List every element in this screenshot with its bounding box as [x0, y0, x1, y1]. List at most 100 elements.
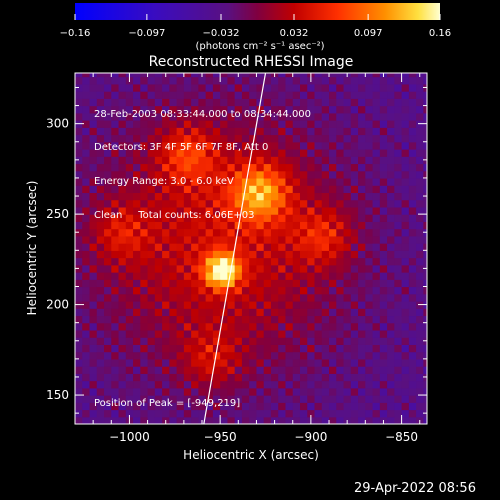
image-pixel — [423, 134, 427, 143]
image-pixel — [227, 402, 236, 411]
image-pixel — [89, 206, 98, 215]
image-pixel — [358, 163, 366, 172]
image-pixel — [169, 250, 178, 259]
image-pixel — [379, 250, 388, 259]
image-pixel — [111, 199, 120, 208]
image-pixel — [365, 163, 374, 172]
image-pixel — [234, 286, 243, 295]
image-pixel — [75, 185, 83, 194]
image-pixel — [183, 105, 192, 114]
image-pixel — [249, 315, 258, 324]
image-pixel — [169, 206, 178, 215]
image-pixel — [285, 192, 294, 201]
image-pixel — [387, 395, 395, 403]
image-pixel — [183, 395, 192, 403]
image-pixel — [394, 177, 403, 186]
image-pixel — [321, 134, 330, 143]
image-pixel — [329, 112, 337, 121]
image-pixel — [299, 206, 308, 215]
image-pixel — [191, 105, 199, 114]
image-pixel — [104, 163, 112, 172]
image-pixel — [133, 409, 141, 418]
image-pixel — [329, 83, 337, 92]
image-pixel — [263, 344, 272, 353]
image-pixel — [241, 120, 250, 128]
image-pixel — [82, 228, 91, 237]
image-pixel — [198, 185, 207, 194]
image-pixel — [191, 272, 199, 280]
image-pixel — [256, 73, 265, 78]
image-pixel — [241, 358, 250, 367]
image-pixel — [358, 206, 366, 215]
image-pixel — [416, 351, 424, 360]
image-pixel — [96, 308, 105, 317]
image-pixel — [220, 228, 229, 237]
image-pixel — [147, 206, 156, 215]
image-pixel — [372, 264, 381, 273]
image-pixel — [220, 199, 229, 208]
image-pixel — [133, 322, 141, 331]
image-pixel — [205, 76, 214, 85]
image-pixel — [249, 409, 258, 418]
image-pixel — [249, 387, 258, 396]
image-pixel — [96, 235, 105, 244]
image-pixel — [256, 395, 265, 403]
image-pixel — [416, 76, 424, 85]
image-pixel — [292, 373, 301, 382]
image-pixel — [147, 192, 156, 201]
image-pixel — [299, 170, 308, 179]
image-pixel — [75, 416, 83, 424]
image-pixel — [256, 141, 265, 150]
image-pixel — [278, 264, 287, 273]
image-pixel — [314, 272, 323, 280]
image-pixel — [387, 76, 395, 85]
image-pixel — [82, 199, 91, 208]
image-pixel — [278, 272, 287, 280]
image-pixel — [408, 250, 417, 259]
image-pixel — [234, 300, 243, 309]
image-pixel — [176, 366, 185, 374]
colorbar-tick-label: 0.097 — [354, 28, 383, 39]
image-pixel — [263, 76, 272, 85]
image-pixel — [285, 206, 294, 215]
image-pixel — [89, 315, 98, 324]
image-pixel — [314, 337, 323, 345]
colorbar-ticks: −0.16 −0.097 −0.032 0.032 0.097 0.16 — [60, 14, 451, 39]
image-pixel — [379, 127, 388, 136]
image-pixel — [104, 387, 112, 396]
image-pixel — [75, 105, 83, 114]
image-pixel — [278, 120, 287, 128]
image-pixel — [249, 395, 258, 403]
image-pixel — [212, 120, 221, 128]
image-pixel — [140, 351, 149, 360]
image-pixel — [227, 344, 236, 353]
image-pixel — [176, 416, 185, 424]
image-pixel — [154, 358, 163, 367]
image-pixel — [82, 156, 91, 165]
image-pixel — [387, 322, 395, 331]
image-pixel — [198, 127, 207, 136]
image-pixel — [416, 83, 424, 92]
image-pixel — [82, 373, 91, 382]
image-pixel — [365, 76, 374, 85]
image-pixel — [118, 358, 127, 367]
image-pixel — [292, 177, 301, 186]
image-pixel — [387, 402, 395, 411]
image-pixel — [227, 73, 236, 78]
image-pixel — [205, 395, 214, 403]
image-pixel — [263, 395, 272, 403]
image-pixel — [96, 228, 105, 237]
image-pixel — [212, 192, 221, 201]
image-pixel — [234, 177, 243, 186]
image-pixel — [75, 358, 83, 367]
image-pixel — [350, 98, 359, 107]
image-pixel — [292, 315, 301, 324]
image-pixel — [104, 98, 112, 107]
image-pixel — [212, 98, 221, 107]
image-pixel — [343, 293, 352, 302]
image-pixel — [133, 98, 141, 107]
image-pixel — [227, 156, 236, 165]
image-pixel — [278, 337, 287, 345]
image-pixel — [183, 163, 192, 172]
image-pixel — [263, 358, 272, 367]
